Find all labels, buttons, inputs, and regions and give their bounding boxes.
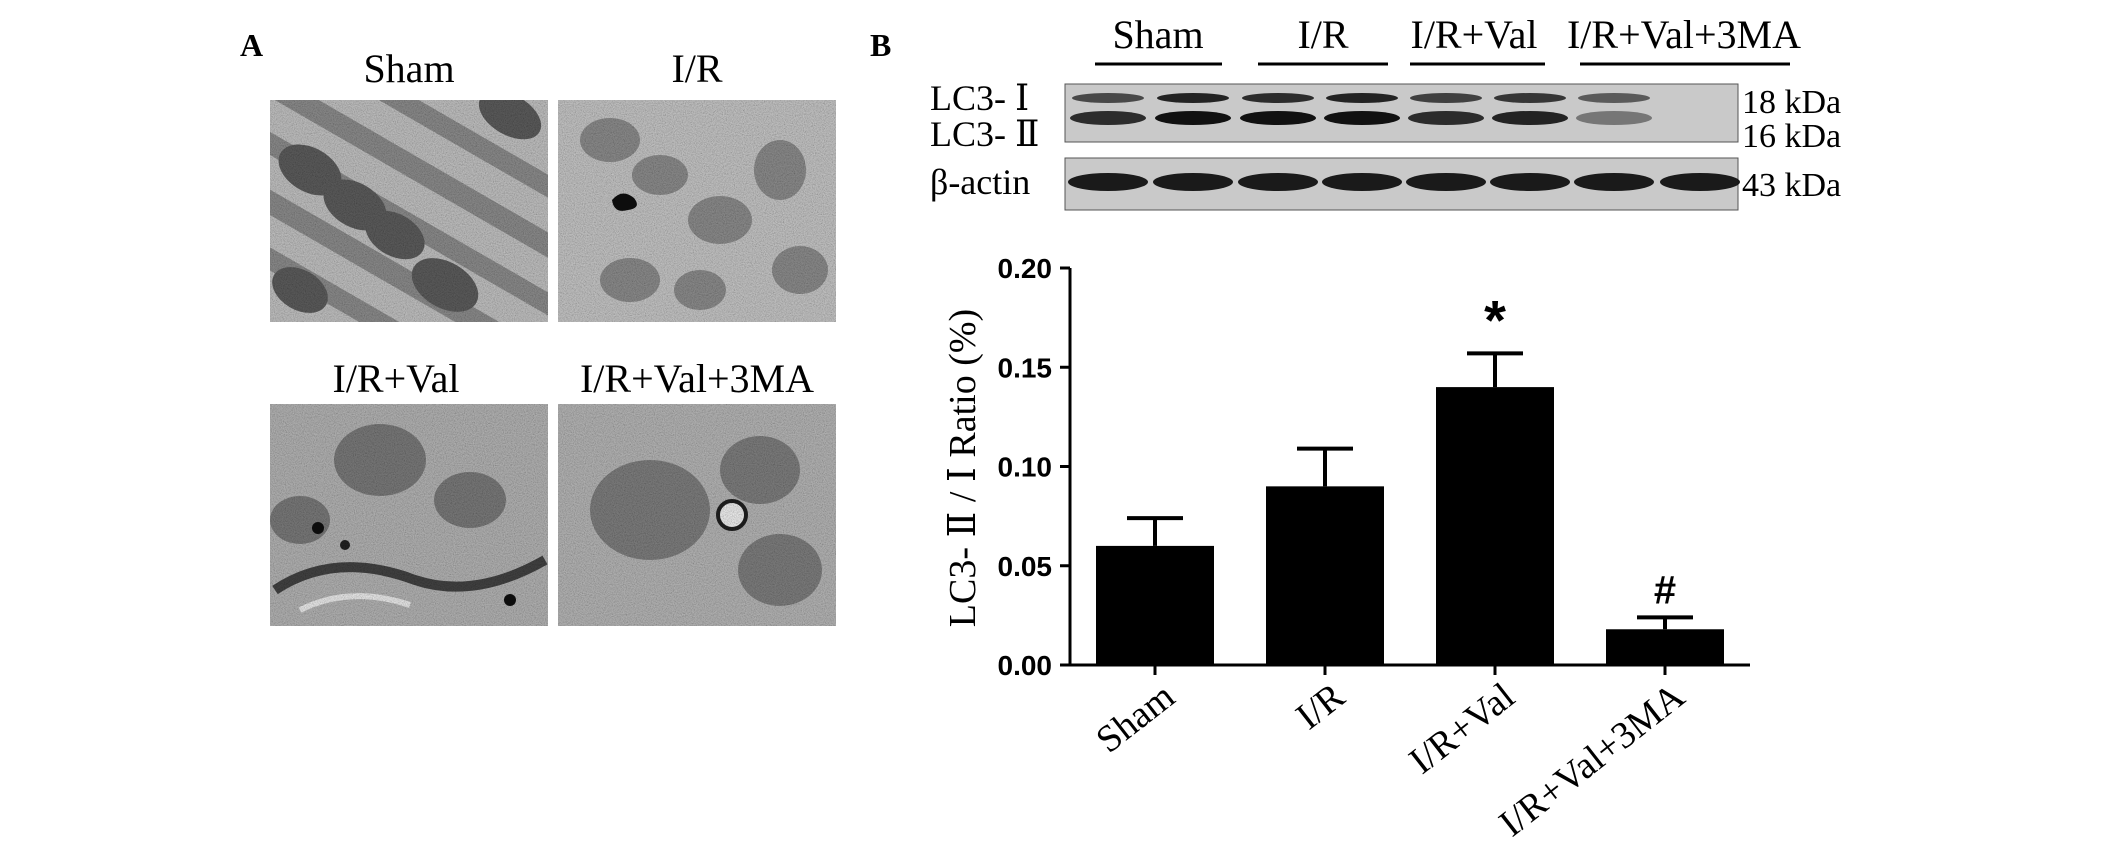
bar (1096, 545, 1214, 665)
em-label-ir: I/R (671, 46, 722, 91)
blot-band (1072, 93, 1144, 103)
blot-band (1153, 173, 1233, 191)
kda-label: 18 kDa (1742, 84, 1841, 121)
blot-group-label: I/R+Val (1411, 12, 1538, 57)
bar-chart: LC3- Ⅱ / Ⅰ Ratio (%) 0.00 0.05 0.10 0.15 0.2… (942, 253, 1750, 845)
blot-band (1660, 173, 1740, 191)
kda-label: 43 kDa (1742, 167, 1841, 204)
x-tick-label: I/R+Val (1402, 675, 1523, 782)
em-image-ir-val (270, 404, 548, 626)
blot-band (1324, 111, 1400, 125)
blot-band (1410, 93, 1482, 103)
em-label-sham: Sham (363, 46, 454, 91)
blot-group-headers: Sham I/R I/R+Val I/R+Val+3MA (1095, 12, 1801, 66)
significance-marker: # (1654, 568, 1676, 612)
panel-b-label: B (870, 27, 891, 63)
blot-group-label: I/R (1297, 12, 1348, 57)
em-image-sham (270, 100, 548, 322)
blot-band (1068, 173, 1148, 191)
blot-band (1406, 173, 1486, 191)
bar (1436, 387, 1554, 665)
blot-band (1238, 173, 1318, 191)
em-label-ir-val: I/R+Val (333, 356, 460, 401)
y-tick-label: 0.20 (998, 253, 1053, 284)
y-tick-label: 0.05 (998, 551, 1053, 582)
blot-group-label: I/R+Val+3MA (1567, 12, 1801, 57)
panel-a-label: A (240, 27, 263, 63)
blot-group-label: Sham (1112, 12, 1203, 57)
x-tick-label: I/R+Val+3MA (1491, 675, 1692, 845)
blot-band (1240, 111, 1316, 125)
blot-band (1155, 111, 1231, 125)
blot-band (1408, 111, 1484, 125)
blot-band (1322, 173, 1402, 191)
significance-marker: * (1484, 288, 1506, 351)
blot-band (1070, 111, 1146, 125)
em-image-ir-val-3ma (558, 404, 836, 626)
x-tick-label: I/R (1288, 675, 1353, 738)
blot-band (1492, 111, 1568, 125)
bar (1606, 629, 1724, 665)
em-image-ir (558, 100, 836, 322)
blot-band (1157, 93, 1229, 103)
y-tick-label: 0.15 (998, 352, 1053, 383)
blot-band (1574, 173, 1654, 191)
em-label-ir-val-3ma: I/R+Val+3MA (580, 356, 814, 401)
y-tick-label: 0.10 (998, 452, 1053, 483)
y-tick-label: 0.00 (998, 650, 1053, 681)
y-axis-label: LC3- Ⅱ / Ⅰ Ratio (%) (942, 309, 984, 627)
blot-row-label: LC3- Ⅱ (930, 114, 1039, 154)
x-tick-label: Sham (1088, 675, 1182, 761)
blot-band (1326, 93, 1398, 103)
bar (1266, 486, 1384, 665)
blot-band (1576, 111, 1652, 125)
blot-row-label: LC3- Ⅰ (930, 78, 1029, 118)
blot-row-label: β-actin (930, 162, 1030, 202)
blot-band (1494, 93, 1566, 103)
kda-label: 16 kDa (1742, 118, 1841, 155)
blot-band (1578, 93, 1650, 103)
blot-band (1490, 173, 1570, 191)
lc3-blot (1064, 83, 1739, 143)
actin-blot (1064, 157, 1740, 211)
blot-band (1242, 93, 1314, 103)
